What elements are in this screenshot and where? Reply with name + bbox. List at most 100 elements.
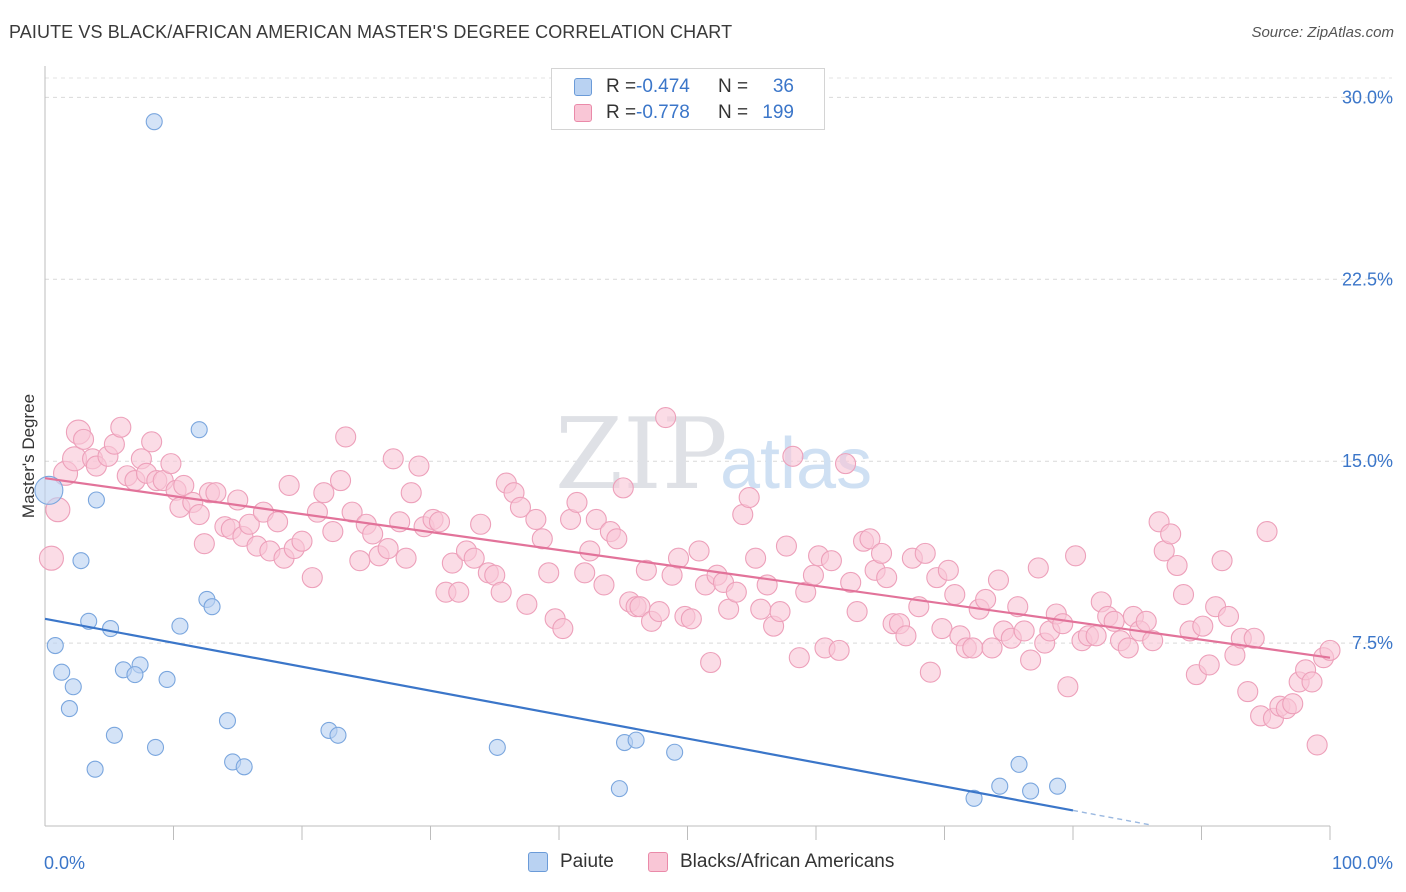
black-point xyxy=(531,528,553,550)
black-point xyxy=(788,647,810,669)
black-point xyxy=(400,482,422,504)
black-point xyxy=(193,533,215,555)
black-point xyxy=(962,637,984,659)
black-point xyxy=(680,608,702,630)
paiute-point xyxy=(190,421,208,439)
paiute-point xyxy=(46,636,64,655)
x-tick-label-max: 100.0% xyxy=(1332,853,1393,873)
black-point xyxy=(606,528,628,550)
black-point xyxy=(1065,545,1087,567)
black-point xyxy=(362,523,384,545)
black-point xyxy=(428,511,451,533)
black-point xyxy=(1192,615,1214,637)
paiute-point xyxy=(86,760,104,778)
black-point xyxy=(1020,649,1042,671)
paiute-point xyxy=(105,726,123,744)
black-point xyxy=(931,617,953,640)
legend-row-paiute: R = -0.474 N = 36 xyxy=(574,74,794,100)
chart-source: Source: ZipAtlas.com xyxy=(1251,24,1394,41)
watermark: ZIP atlas xyxy=(555,398,872,512)
black-point xyxy=(205,482,227,504)
black-point xyxy=(538,562,560,584)
paiute-point xyxy=(488,738,506,756)
black-point xyxy=(1217,605,1240,627)
paiute-point xyxy=(53,663,71,681)
paiute-point xyxy=(101,619,120,638)
black-point xyxy=(840,571,862,594)
black-point xyxy=(585,508,607,530)
legend-item-paiute[interactable]: Paiute xyxy=(528,851,614,873)
paiute-point xyxy=(1049,777,1067,795)
black-point xyxy=(802,564,824,586)
black-point xyxy=(1085,625,1107,647)
black-point xyxy=(775,535,797,557)
black-point xyxy=(490,581,512,603)
black-point xyxy=(525,508,547,530)
paiute-point xyxy=(60,700,78,718)
black-point xyxy=(688,540,710,562)
black-point xyxy=(745,547,767,569)
paiute-point xyxy=(218,712,237,730)
black-point xyxy=(509,496,532,518)
black-legend-swatch xyxy=(648,852,668,872)
paiute-point xyxy=(158,670,176,689)
y-tick-label: 30.0% xyxy=(1342,87,1393,107)
black-point xyxy=(1198,654,1220,676)
black-point xyxy=(1211,550,1233,572)
black-point xyxy=(470,513,492,535)
black-trend-line xyxy=(44,477,1331,659)
axes-layer xyxy=(44,66,1331,840)
black-point xyxy=(1027,557,1049,579)
legend-item-black[interactable]: Blacks/African Americans xyxy=(648,851,894,873)
x-tick-label-min: 0.0% xyxy=(44,853,85,873)
black-point xyxy=(188,504,210,526)
black-point xyxy=(516,593,538,615)
black-point xyxy=(552,617,574,640)
legend-label-black: Blacks/African Americans xyxy=(680,851,895,872)
black-point xyxy=(238,513,260,535)
paiute-point xyxy=(146,738,165,756)
paiute-point xyxy=(72,552,90,570)
black-point xyxy=(566,491,588,513)
black-point xyxy=(700,651,722,674)
y-tick-label: 22.5% xyxy=(1342,269,1393,289)
black-point xyxy=(1166,554,1188,577)
black-point xyxy=(1243,627,1265,649)
black-point xyxy=(335,426,357,448)
black-swatch xyxy=(574,104,592,122)
black-point xyxy=(859,528,881,550)
black-point xyxy=(655,406,677,429)
paiute-point xyxy=(34,475,64,505)
black-point xyxy=(395,547,417,569)
black-point xyxy=(306,501,328,523)
black-point xyxy=(313,482,335,504)
black-point xyxy=(1052,613,1074,635)
paiute-point xyxy=(991,777,1009,795)
black-point xyxy=(1237,681,1259,703)
black-point xyxy=(1301,671,1323,693)
labels-layer: 7.5% 15.0% 22.5% 30.0% 0.0% 100.0% Master's De… xyxy=(19,87,1393,873)
grid-layer xyxy=(45,77,1392,644)
black-point xyxy=(1013,620,1035,642)
paiute-point xyxy=(87,491,105,509)
black-point xyxy=(73,428,95,450)
black-point xyxy=(448,581,470,603)
series-legend: Paiute Blacks/African Americans xyxy=(0,851,1406,877)
black-point xyxy=(329,470,352,492)
paiute-point xyxy=(171,617,189,635)
black-point xyxy=(1256,520,1278,543)
black-point xyxy=(769,601,791,623)
paiute-point xyxy=(627,731,645,749)
r-value: -0.778 xyxy=(636,102,690,123)
y-axis-title: Master's Degree xyxy=(19,394,38,518)
black-point xyxy=(648,601,670,623)
black-point xyxy=(322,520,344,543)
black-point xyxy=(738,487,760,509)
paiute-point xyxy=(126,666,144,684)
watermark-zip-text: ZIP xyxy=(555,398,728,512)
r-value: -0.474 xyxy=(636,76,690,97)
black-point xyxy=(1007,596,1029,618)
black-point xyxy=(612,477,634,499)
black-point xyxy=(981,637,1003,659)
black-point xyxy=(937,559,959,581)
